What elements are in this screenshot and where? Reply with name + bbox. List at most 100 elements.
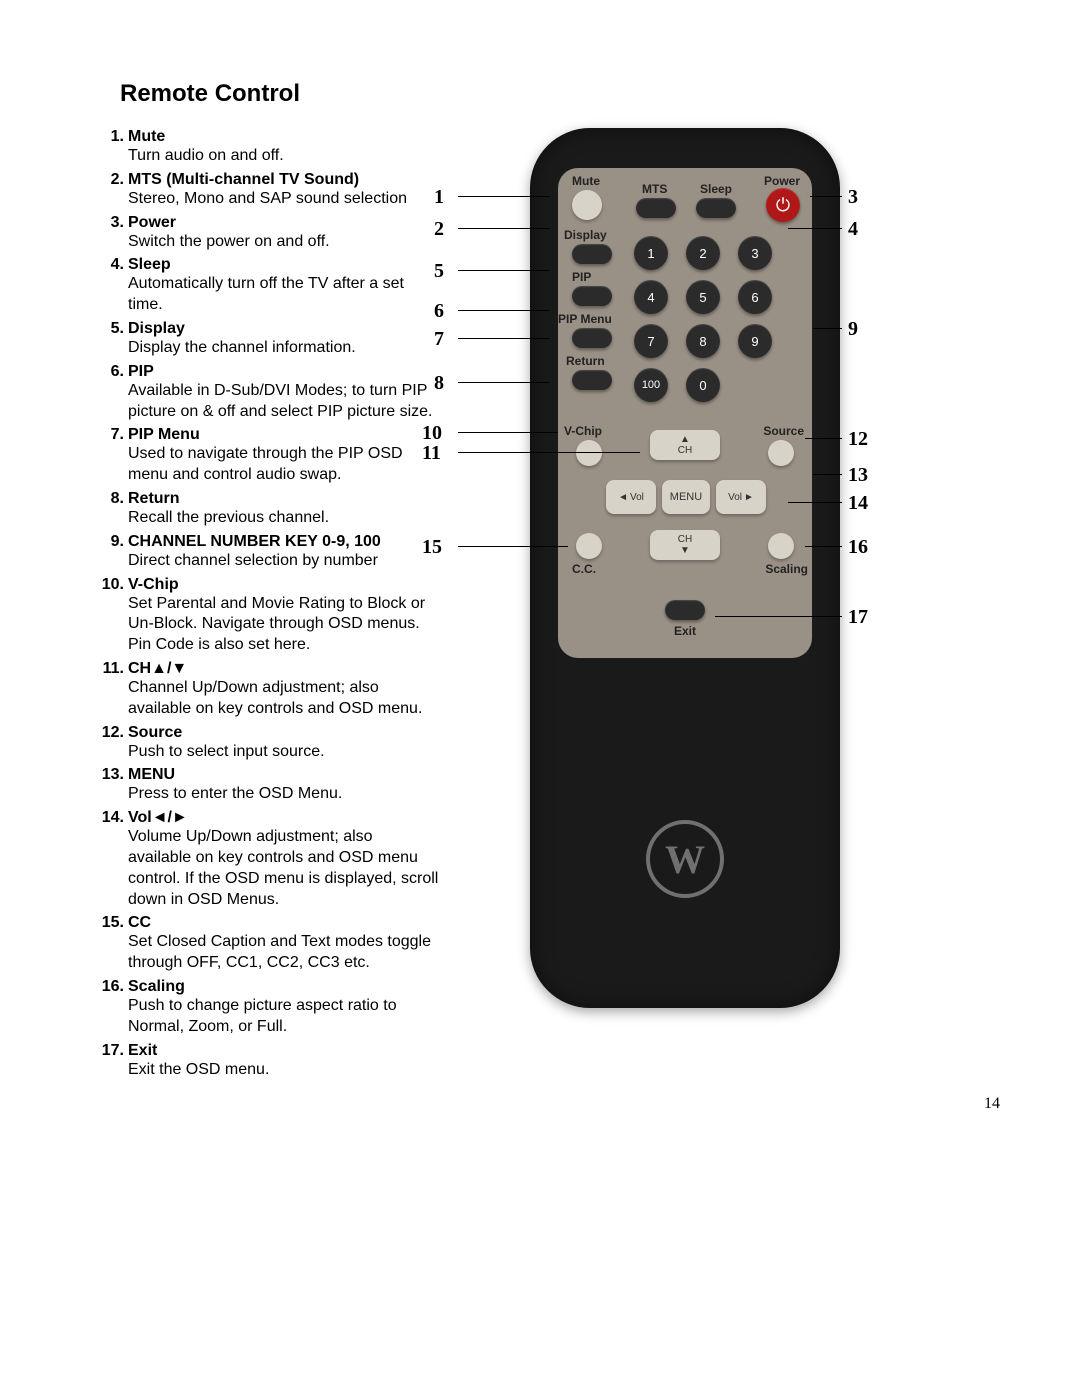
item-description: Channel Up/Down adjustment; also availab… [128,678,440,720]
description-item: 1.MuteTurn audio on and off. [100,128,440,167]
return-button[interactable] [572,370,612,390]
description-item: 16.ScalingPush to change picture aspect … [100,978,440,1038]
mute-button[interactable] [572,190,602,220]
item-head: 7.PIP Menu [100,426,440,444]
label-source: Source [763,424,804,438]
ch-up-button[interactable]: ▲CH [650,430,720,460]
vchip-button[interactable] [576,440,602,466]
item-label: Display [128,320,440,338]
callout-number: 8 [434,372,444,395]
digit-0[interactable]: 0 [686,368,720,402]
item-description: Direct channel selection by number [128,551,440,572]
item-number: 13. [100,766,128,784]
vol-down-button[interactable]: ◄Vol [606,480,656,514]
source-button[interactable] [768,440,794,466]
digit-2[interactable]: 2 [686,236,720,270]
callout-number: 2 [434,218,444,241]
description-list: 1.MuteTurn audio on and off. 2.MTS (Multi… [100,128,440,1084]
label-return: Return [566,354,605,368]
item-number: 11. [100,660,128,678]
vol-up-button[interactable]: Vol► [716,480,766,514]
description-item: 3.PowerSwitch the power on and off. [100,214,440,253]
item-number: 1. [100,128,128,146]
item-label: MTS (Multi-channel TV Sound) [128,171,440,189]
item-head: 2.MTS (Multi-channel TV Sound) [100,171,440,189]
item-head: 17.Exit [100,1042,440,1060]
callout-number: 9 [848,318,858,341]
exit-button[interactable] [665,600,705,620]
item-label: Vol◄/► [128,809,440,827]
item-head: 16.Scaling [100,978,440,996]
digit-100[interactable]: 100 [634,368,668,402]
description-item: 5.DisplayDisplay the channel information… [100,320,440,359]
item-number: 4. [100,256,128,274]
digit-8[interactable]: 8 [686,324,720,358]
callout-number: 17 [848,606,868,629]
item-number: 14. [100,809,128,827]
item-number: 7. [100,426,128,444]
item-label: Power [128,214,440,232]
mts-button[interactable] [636,198,676,218]
description-item: 14.Vol◄/►Volume Up/Down adjustment; also… [100,809,440,910]
description-item: 9.CHANNEL NUMBER KEY 0-9, 100Direct chan… [100,533,440,572]
digit-5[interactable]: 5 [686,280,720,314]
item-label: Exit [128,1042,440,1060]
item-description: Switch the power on and off. [128,232,440,253]
digit-7[interactable]: 7 [634,324,668,358]
menu-button[interactable]: MENU [662,480,710,514]
item-label: MENU [128,766,440,784]
callout-number: 11 [422,442,441,465]
pipmenu-button[interactable] [572,328,612,348]
callout-number: 6 [434,300,444,323]
description-item: 10.V-ChipSet Parental and Movie Rating t… [100,576,440,656]
description-item: 15.CCSet Closed Caption and Text modes t… [100,914,440,974]
item-description: Display the channel information. [128,338,440,359]
pip-button[interactable] [572,286,612,306]
cc-button[interactable] [576,533,602,559]
item-head: 10.V-Chip [100,576,440,594]
remote-body: Mute MTS Sleep Power ⏻ Display PIP [530,128,840,1008]
label-scaling: Scaling [765,562,808,576]
item-description: Set Closed Caption and Text modes toggle… [128,932,440,974]
page: Remote Control 1.MuteTurn audio on and o… [0,0,1080,1128]
description-item: 13.MENUPress to enter the OSD Menu. [100,766,440,805]
item-description: Exit the OSD menu. [128,1060,440,1081]
item-label: Sleep [128,256,440,274]
sleep-button[interactable] [696,198,736,218]
description-item: 2.MTS (Multi-channel TV Sound)Stereo, Mo… [100,171,440,210]
ch-down-button[interactable]: CH▼ [650,530,720,560]
callout-line [805,546,842,547]
label-cc: C.C. [572,562,596,576]
item-number: 2. [100,171,128,189]
callout-line [458,382,550,383]
item-description: Set Parental and Movie Rating to Block o… [128,594,440,656]
callout-number: 7 [434,328,444,351]
digit-6[interactable]: 6 [738,280,772,314]
digit-1[interactable]: 1 [634,236,668,270]
item-description: Automatically turn off the TV after a se… [128,274,440,316]
scaling-button[interactable] [768,533,794,559]
item-head: 3.Power [100,214,440,232]
item-number: 15. [100,914,128,932]
callout-number: 3 [848,186,858,209]
item-head: 15.CC [100,914,440,932]
callout-number: 1 [434,186,444,209]
item-label: Return [128,490,440,508]
description-item: 8.ReturnRecall the previous channel. [100,490,440,529]
callout-line [810,196,842,197]
vol-l-label: Vol [630,492,644,503]
power-button[interactable]: ⏻ [766,188,800,222]
item-head: 5.Display [100,320,440,338]
item-head: 6.PIP [100,363,440,381]
digit-9[interactable]: 9 [738,324,772,358]
item-number: 12. [100,724,128,742]
callout-line [715,616,842,617]
callout-line [788,228,842,229]
display-button[interactable] [572,244,612,264]
remote-face: Mute MTS Sleep Power ⏻ Display PIP [558,168,812,658]
callout-line [458,432,558,433]
callout-number: 12 [848,428,868,451]
item-description: Push to select input source. [128,742,440,763]
digit-4[interactable]: 4 [634,280,668,314]
digit-3[interactable]: 3 [738,236,772,270]
